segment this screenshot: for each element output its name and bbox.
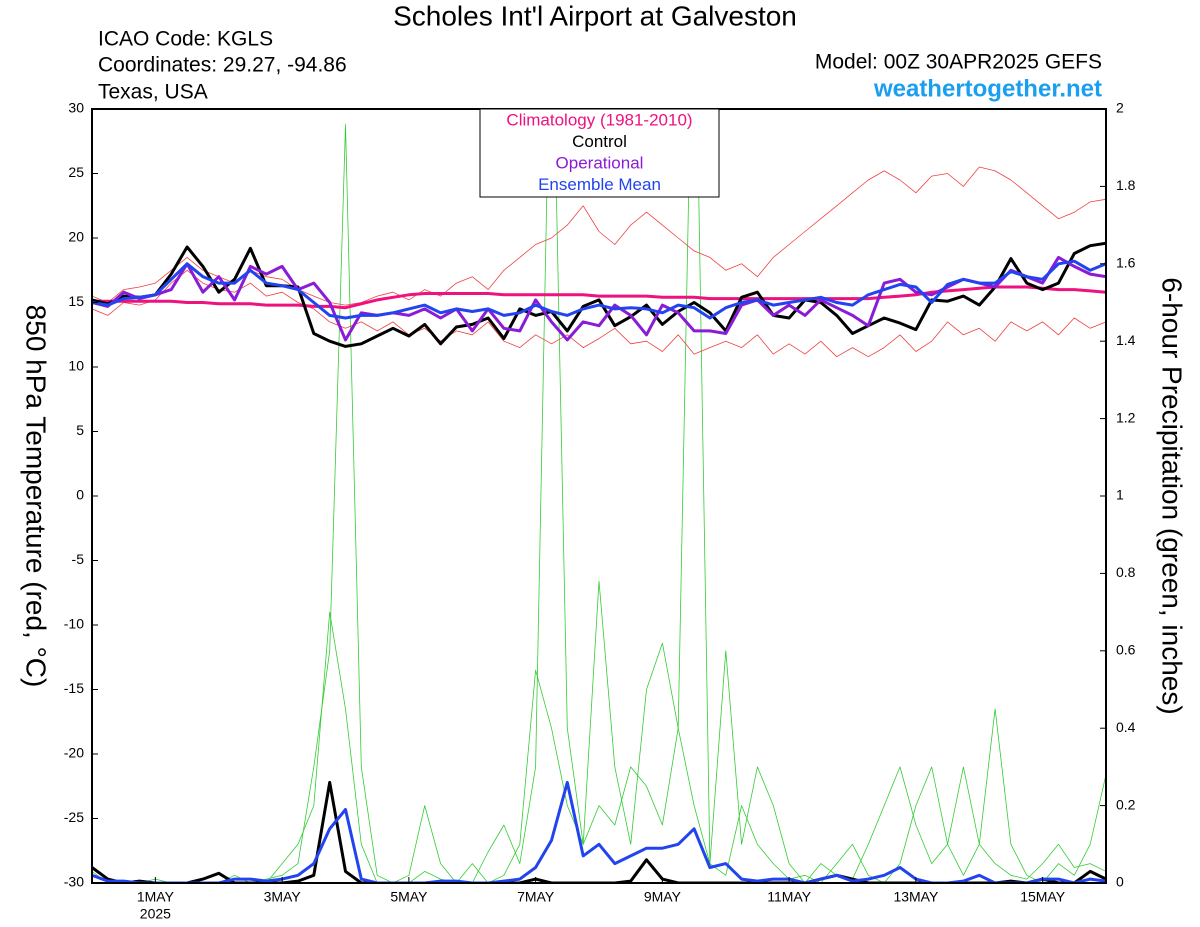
y-tick-label: -15 <box>64 680 84 696</box>
y2-tick-label: 0.4 <box>1116 719 1136 735</box>
y-tick-label: -5 <box>72 551 85 567</box>
x-tick-label: 5MAY <box>390 889 428 905</box>
y-tick-label: -30 <box>64 874 84 890</box>
legend-entry: Operational <box>556 153 644 172</box>
y2-tick-label: 1.4 <box>1116 332 1136 348</box>
info-line: Texas, USA <box>98 81 208 104</box>
y-tick-label: 0 <box>76 487 84 503</box>
y2-tick-label: 0.8 <box>1116 564 1136 580</box>
y-tick-label: -25 <box>64 809 84 825</box>
series-line <box>92 780 1106 883</box>
y-tick-label: -20 <box>64 745 84 761</box>
x-tick-label: 7MAY <box>517 889 555 905</box>
series-line <box>92 255 1106 342</box>
series-line <box>92 241 1106 348</box>
y-axis-label: 850 hPa Temperature (red, °C) <box>21 305 52 688</box>
series-line <box>92 109 1106 883</box>
y2-tick-label: 1 <box>1116 487 1124 503</box>
y-tick-label: 10 <box>68 358 84 374</box>
y-tick-label: 30 <box>68 100 84 116</box>
model-info: Model: 00Z 30APR2025 GEFS <box>815 51 1102 74</box>
y2-tick-label: 0.2 <box>1116 796 1136 812</box>
x-tick-label: 3MAY <box>264 889 302 905</box>
chart-title: Scholes Int'l Airport at Galveston <box>393 0 797 31</box>
y2-tick-label: 0 <box>1116 874 1124 890</box>
x-tick-label: 1MAY <box>137 889 175 905</box>
y-tick-label: 15 <box>68 293 84 309</box>
y2-axis-label: 6-hour Precipitation (green, inches) <box>1157 277 1188 714</box>
y2-tick-label: 1.8 <box>1116 177 1136 193</box>
y2-tick-label: 2 <box>1116 100 1124 116</box>
y2-tick-label: 1.6 <box>1116 255 1136 271</box>
series-line <box>92 269 1106 358</box>
y-tick-label: 20 <box>68 229 84 245</box>
x-tick-label: 11MAY <box>767 889 811 905</box>
info-line: ICAO Code: KGLS <box>98 28 273 51</box>
y-tick-label: 25 <box>68 164 84 180</box>
x-tick-label: 13MAY <box>893 889 939 905</box>
site-name: weathertogether.net <box>873 75 1102 102</box>
legend-entry: Ensemble Mean <box>538 175 661 194</box>
legend-box <box>479 108 720 198</box>
y2-tick-label: 1.2 <box>1116 409 1136 425</box>
y-tick-label: 5 <box>76 422 84 438</box>
y-tick-label: -10 <box>64 616 84 632</box>
legend-entry: Climatology (1981-2010) <box>506 110 692 129</box>
legend-entry: Control <box>572 132 627 151</box>
plot-area <box>92 109 1106 883</box>
info-line: Coordinates: 29.27, -94.86 <box>98 54 347 77</box>
x-tick-label: 15MAY <box>1020 889 1066 905</box>
series-line <box>92 259 1106 320</box>
x-sublabel: 2025 <box>140 906 171 922</box>
y2-tick-label: 0.6 <box>1116 642 1136 658</box>
x-tick-label: 9MAY <box>644 889 682 905</box>
